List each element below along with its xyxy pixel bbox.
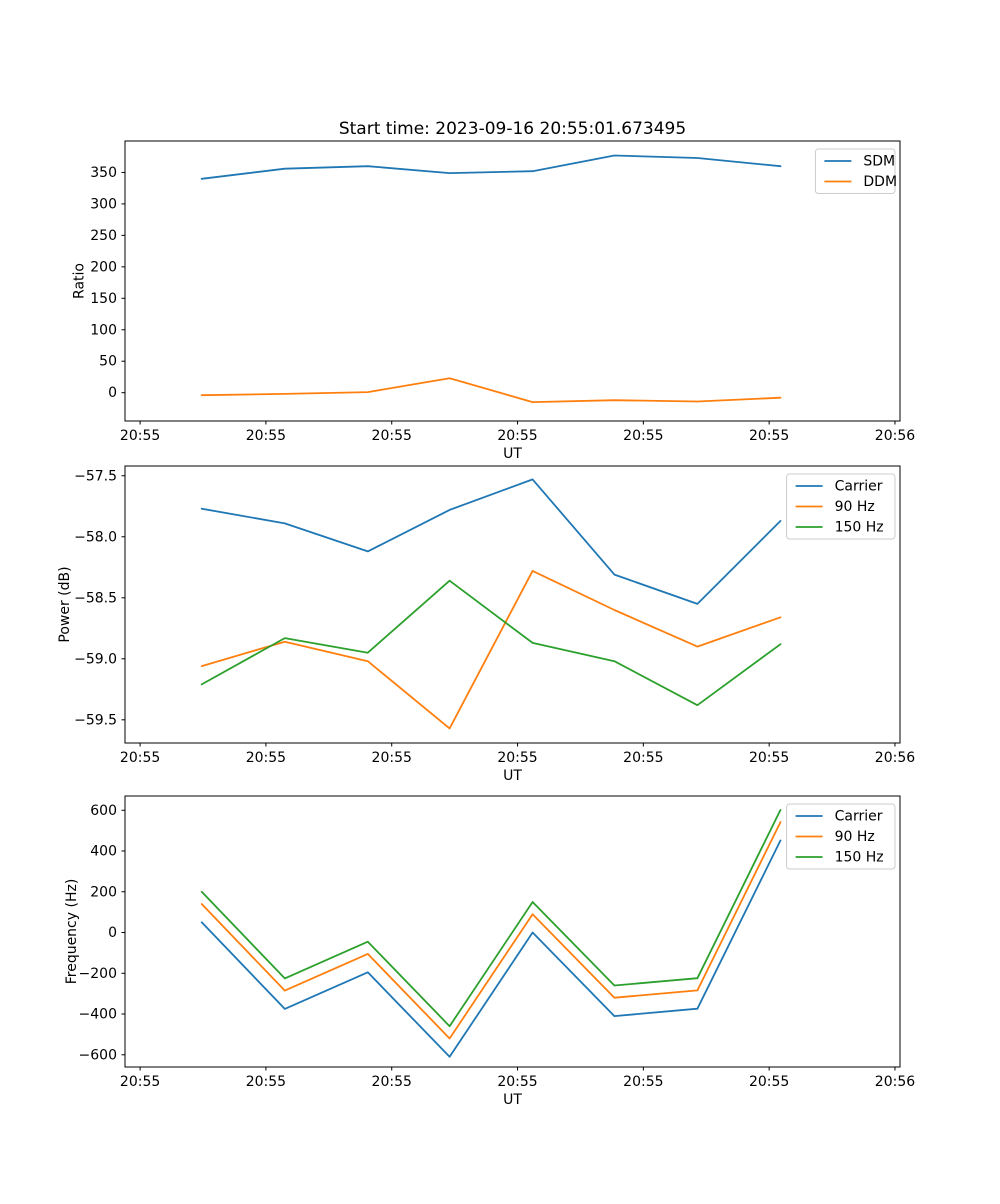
legend-box — [786, 473, 896, 540]
x-tick-label: 20:55 — [120, 750, 160, 766]
y-tick-label: −59.5 — [74, 712, 117, 728]
plot-frame — [124, 465, 901, 744]
x-tick-label: 20:55 — [246, 428, 286, 444]
y-tick-label: 50 — [99, 354, 117, 370]
legend-label-150-hz: 150 Hz — [835, 850, 884, 866]
y-tick-label: −58.0 — [74, 529, 117, 545]
chart-title: Start time: 2023-09-16 20:55:01.673495 — [339, 119, 686, 139]
x-tick-label: 20:55 — [372, 1074, 412, 1090]
legend-label-carrier: Carrier — [835, 809, 883, 825]
x-tick-label: 20:55 — [372, 428, 412, 444]
x-tick-label: 20:55 — [623, 1074, 663, 1090]
x-tick-label: 20:56 — [875, 428, 915, 444]
legend-label-carrier: Carrier — [835, 479, 883, 495]
x-tick-label: 20:56 — [875, 1074, 915, 1090]
y-tick-label: 250 — [90, 228, 117, 244]
legend-label-ddm: DDM — [863, 174, 897, 190]
y-tick-label: 0 — [108, 925, 117, 941]
y-tick-label: −57.5 — [74, 468, 117, 484]
y-tick-label: 200 — [90, 884, 117, 900]
x-tick-label: 20:55 — [497, 1074, 537, 1090]
x-tick-label: 20:55 — [749, 750, 789, 766]
y-tick-label: 100 — [90, 322, 117, 338]
x-tick-label: 20:55 — [623, 750, 663, 766]
y-tick-label: 300 — [90, 196, 117, 212]
x-tick-label: 20:55 — [120, 428, 160, 444]
plot-frame — [124, 140, 901, 422]
y-tick-label: −200 — [79, 966, 117, 982]
series-line-90-hz — [200, 570, 782, 730]
y-tick-label: 400 — [90, 844, 117, 860]
series-line-carrier — [200, 839, 782, 1058]
series-line-sdm — [200, 154, 782, 180]
x-axis-label: UT — [503, 446, 522, 462]
x-tick-label: 20:55 — [120, 1074, 160, 1090]
x-tick-label: 20:55 — [749, 428, 789, 444]
x-tick-label: 20:56 — [875, 750, 915, 766]
y-axis-label: Frequency (Hz) — [64, 879, 80, 985]
y-tick-label: −59.0 — [74, 651, 117, 667]
y-tick-label: −400 — [79, 1007, 117, 1023]
legend-box — [786, 803, 896, 870]
legend-label-90-hz: 90 Hz — [835, 829, 875, 845]
legend-label-90-hz: 90 Hz — [835, 499, 875, 515]
frequency-chart: −600 −400 −200 0 200 400 600 20:55 20:55 20:55 20:… — [64, 795, 915, 1108]
y-tick-label: 200 — [90, 259, 117, 275]
legend-label-150-hz: 150 Hz — [835, 520, 884, 536]
x-tick-label: 20:55 — [246, 1074, 286, 1090]
y-tick-label: 600 — [90, 803, 117, 819]
y-tick-label: −600 — [79, 1047, 117, 1063]
x-tick-label: 20:55 — [497, 750, 537, 766]
x-tick-label: 20:55 — [623, 428, 663, 444]
y-tick-label: −58.5 — [74, 590, 117, 606]
series-line-90-hz — [200, 821, 782, 1040]
y-axis-label: Ratio — [71, 263, 87, 299]
series-line-carrier — [200, 478, 782, 605]
x-tick-label: 20:55 — [246, 750, 286, 766]
plot-frame — [124, 795, 901, 1068]
legend-label-sdm: SDM — [863, 154, 895, 170]
y-tick-label: 0 — [108, 385, 117, 401]
series-line-150-hz — [200, 579, 782, 707]
x-tick-label: 20:55 — [749, 1074, 789, 1090]
series-line-150-hz — [200, 809, 782, 1028]
ratio-chart: Start time: 2023-09-16 20:55:01.673495 0 5… — [71, 119, 915, 462]
y-tick-label: 350 — [90, 165, 117, 181]
series-line-ddm — [200, 377, 782, 404]
y-axis-label: Power (dB) — [57, 566, 73, 642]
power-chart: −57.5 −58.0 −58.5 −59.0 −59.5 20:55 20:55 20:55… — [57, 465, 915, 784]
x-tick-label: 20:55 — [497, 428, 537, 444]
x-tick-label: 20:55 — [372, 750, 412, 766]
x-axis-label: UT — [503, 768, 522, 784]
x-axis-label: UT — [503, 1092, 522, 1108]
y-tick-label: 150 — [90, 291, 117, 307]
